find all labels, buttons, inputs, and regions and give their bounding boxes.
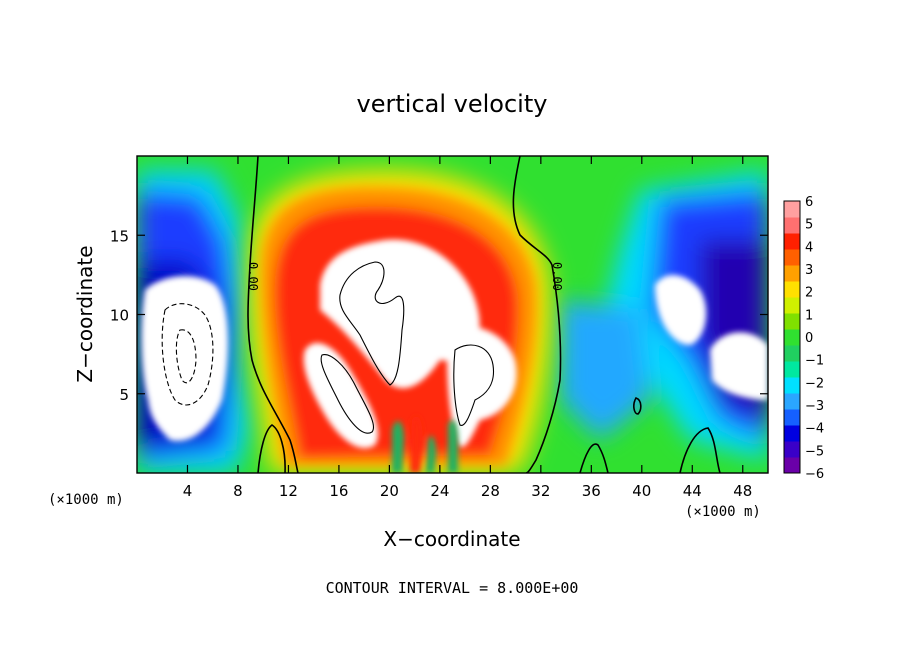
colorbar-tick-label: 0: [805, 331, 813, 346]
heatmap-tongue-2: [410, 416, 423, 473]
colorbar-swatch: [784, 457, 800, 474]
colorbar-swatch: [784, 409, 800, 426]
x-axis-ticks: 4 8 12 16 20 24 28 32 36 40 44 48: [183, 156, 752, 500]
x-tick-label: 36: [582, 482, 601, 500]
x-unit-label-right: (×1000 m): [685, 504, 761, 520]
contour-zero-left: [247, 156, 299, 473]
heatmap-tongue-4: [448, 420, 458, 473]
colorbar-tick-label: −2: [805, 376, 824, 391]
contour-label-right: 0.00: [550, 262, 564, 291]
contour-zero-bottom-right: [679, 427, 721, 473]
heatmap-field: [137, 156, 768, 473]
colorbar-swatch: [784, 297, 800, 314]
heatmap-region-right-lower-blue: [560, 300, 650, 440]
colorbar-swatch: [784, 345, 800, 362]
x-tick-label: 44: [683, 482, 702, 500]
colorbar: 6 5 4 3 2 1 0 −1 −2 −3 −4 −5 −6: [783, 195, 824, 482]
contour-zero-small-loop: [633, 397, 642, 415]
contour-zero-bottom-mid: [579, 443, 609, 473]
colorbar-tick-label: 5: [805, 218, 813, 233]
heatmap-tongue-3: [426, 435, 436, 473]
colorbar-swatch: [784, 393, 800, 410]
heatmap-tongue-1: [392, 421, 404, 473]
colorbar-tick-label: 3: [805, 263, 813, 278]
colorbar-frame: [783, 200, 801, 474]
colorbar-swatch: [784, 377, 800, 394]
heatmap-saturated-right-lower: [710, 332, 768, 400]
x-tick-label: 28: [481, 482, 500, 500]
x-tick-label: 4: [183, 482, 193, 500]
heatmap-saturated-upper: [320, 239, 480, 389]
x-tick-label: 8: [233, 482, 243, 500]
y-axis-label: Z−coordinate: [73, 245, 97, 382]
colorbar-swatch: [784, 233, 800, 250]
y-axis-ticks: 5 10 15: [110, 227, 768, 404]
contour-lines: [161, 156, 721, 473]
colorbar-swatch: [784, 265, 800, 282]
x-axis-label: X−coordinate: [383, 527, 520, 551]
contour-positive-lower-right: [453, 344, 495, 426]
colorbar-tick-label: 2: [805, 286, 813, 301]
colorbar-tick-label: −6: [805, 467, 824, 482]
x-tick-label: 40: [632, 482, 651, 500]
x-tick-label: 32: [531, 482, 550, 500]
contour-positive-lower-left: [320, 354, 374, 434]
colorbar-swatch: [784, 313, 800, 330]
chart-title: vertical velocity: [357, 90, 548, 118]
colorbar-tick-label: 6: [805, 195, 813, 210]
heatmap-saturated-lower-left: [303, 342, 378, 449]
colorbar-tick-label: −3: [805, 399, 824, 414]
x-tick-label: 48: [733, 482, 752, 500]
contour-zero-right: [512, 156, 562, 473]
contour-positive-upper: [339, 261, 405, 386]
x-tick-label: 16: [329, 482, 348, 500]
colorbar-swatch: [784, 201, 800, 218]
colorbar-tick-label: −4: [805, 422, 824, 437]
colorbar-swatch: [784, 281, 800, 298]
colorbar-tick-label: −5: [805, 444, 824, 459]
contour-negative-dashed-inner: [175, 329, 197, 384]
colorbar-swatch: [784, 441, 800, 458]
heatmap-saturated-right-upper: [655, 274, 707, 345]
colorbar-swatch: [784, 329, 800, 346]
x-tick-label: 20: [380, 482, 399, 500]
contour-label-left: 0.00: [246, 262, 260, 291]
contour-interval-footer: CONTOUR INTERVAL = 8.000E+00: [326, 579, 579, 597]
colorbar-tick-label: 4: [805, 240, 813, 255]
colorbar-swatch: [784, 249, 800, 266]
contour-zero-bottom-left: [257, 424, 286, 473]
heatmap-saturated-left: [141, 275, 228, 441]
colorbar-tick-label: −1: [805, 354, 824, 369]
colorbar-swatch: [784, 425, 800, 442]
y-tick-label: 15: [110, 227, 129, 245]
x-tick-label: 24: [430, 482, 449, 500]
x-tick-label: 12: [279, 482, 298, 500]
y-tick-label: 10: [110, 307, 129, 325]
contour-negative-dashed: [161, 303, 214, 406]
colorbar-swatch: [784, 217, 800, 234]
heatmap-saturated-lower-right: [447, 326, 517, 448]
y-tick-label: 5: [119, 386, 129, 404]
colorbar-swatch: [784, 361, 800, 378]
x-unit-label-left: (×1000 m): [48, 492, 124, 508]
colorbar-tick-label: 1: [805, 308, 813, 323]
